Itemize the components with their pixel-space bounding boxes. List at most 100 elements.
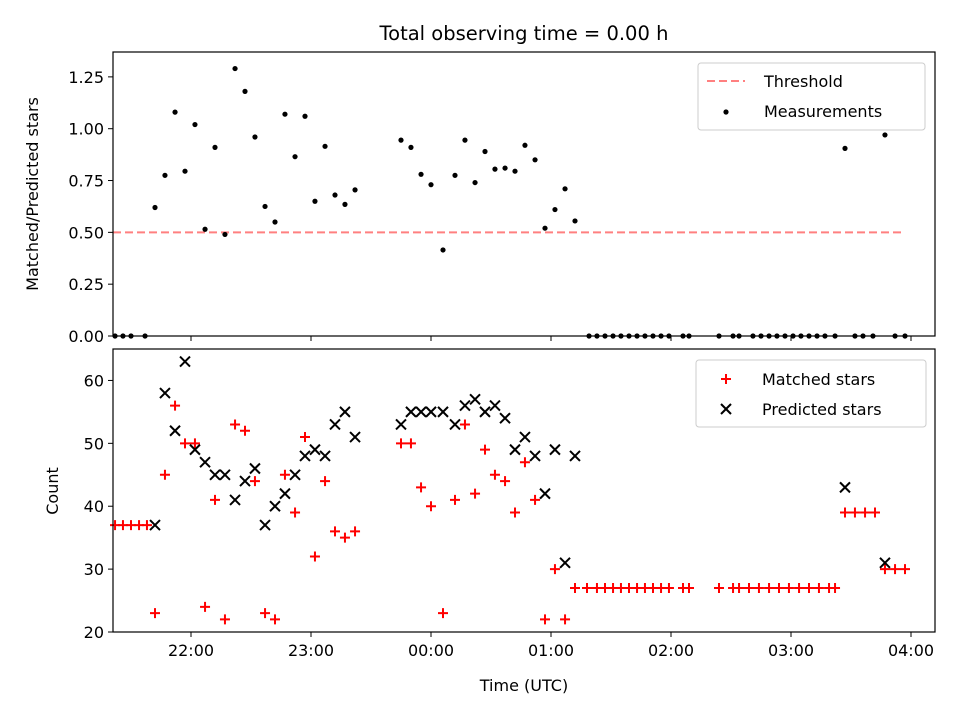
measurements-point [182, 168, 188, 174]
measurements-point [418, 171, 424, 177]
matched-stars-point [783, 582, 794, 593]
predicted-stars-point [499, 412, 511, 424]
matched-stars-point [764, 582, 775, 593]
top-y-tick-label: 1.25 [68, 68, 104, 87]
top-legend-box [697, 62, 926, 131]
matched-stars-point [170, 400, 181, 411]
bottom-x-tick-label: 22:00 [168, 641, 214, 660]
bottom-y-tick-label: 50 [84, 434, 104, 453]
measurements-point [162, 172, 168, 178]
predicted-stars-point [269, 500, 281, 512]
measurements-point [152, 204, 158, 211]
predicted-stars-point [509, 443, 521, 456]
measurements-point [492, 166, 498, 172]
measurements-point [192, 121, 198, 128]
bottom-panel: 20 30 40 50 60 22:00 23:00 00:00 01:00 02:00 03:00… [43, 348, 936, 695]
matched-stars-point [210, 494, 220, 505]
predicted-stars-point [199, 456, 211, 468]
measurements-point [572, 218, 578, 224]
bottom-y-tick-label: 20 [84, 623, 104, 642]
predicted-stars-legend-swatch [720, 403, 732, 415]
measurements-point [312, 198, 318, 204]
predicted-stars-point [189, 443, 201, 456]
measurements-point [282, 111, 288, 117]
matched-stars-point [813, 582, 824, 593]
predicted-stars-point [349, 431, 361, 443]
matched-stars-point [309, 551, 320, 562]
matched-stars-point [396, 438, 406, 449]
measurements-point [408, 144, 414, 150]
predicted-stars-point [459, 399, 471, 412]
measurements-point [342, 201, 348, 207]
matched-stars-point [500, 476, 511, 487]
top-legend: Threshold Measurements [697, 62, 926, 131]
matched-stars-point [900, 564, 910, 575]
measurements-point [502, 165, 508, 171]
top-y-tick-label: 0.00 [68, 327, 104, 346]
predicted-stars-point [249, 462, 261, 475]
predicted-stars-point [479, 406, 491, 418]
matched-stars-point [219, 614, 230, 625]
matched-stars-point [890, 564, 901, 575]
matched-stars-point [159, 469, 170, 480]
predicted-stars-point [259, 519, 271, 531]
matched-stars-point [249, 476, 260, 487]
matched-stars-point [734, 582, 745, 593]
bottom-y-tick-label: 30 [84, 560, 104, 579]
matched-stars-point [489, 469, 500, 480]
measurements-point [440, 247, 446, 253]
matched-stars-point [870, 507, 880, 518]
predicted-stars-legend-label: Predicted stars [762, 400, 882, 419]
matched-stars-point [416, 482, 427, 493]
measurements-point [552, 206, 558, 213]
threshold-legend-label: Threshold [763, 72, 843, 91]
predicted-stars-point [529, 450, 541, 462]
predicted-stars-point [569, 450, 581, 462]
matched-stars-point [663, 582, 674, 593]
bottom-y-axis-label: Count [43, 467, 62, 515]
predicted-stars-point [319, 450, 331, 462]
measurements-point [842, 145, 848, 151]
predicted-stars-point [309, 443, 321, 456]
bottom-legend: Matched stars Predicted stars [695, 359, 927, 428]
predicted-stars-point [559, 557, 571, 569]
predicted-stars-point [299, 450, 311, 462]
predicted-stars-point [539, 487, 551, 500]
predicted-stars-point [519, 431, 531, 443]
bottom-x-tick-label: 00:00 [408, 641, 454, 660]
predicted-stars-point [219, 469, 231, 481]
measurements-point [212, 144, 218, 150]
matched-stars-point [438, 608, 448, 619]
matched-stars-point [150, 608, 160, 619]
bottom-x-tick-label: 03:00 [768, 641, 814, 660]
matched-stars-point [230, 419, 241, 430]
bottom-axes-frame [112, 348, 936, 633]
matched-stars-point [804, 582, 814, 593]
measurements-point [272, 219, 278, 225]
matched-stars-point [560, 614, 571, 625]
measurements-point [522, 142, 528, 148]
matched-stars-point [879, 564, 890, 575]
predicted-stars-point [405, 406, 417, 418]
measurements-point [172, 109, 178, 115]
matched-stars-point [141, 520, 152, 531]
top-y-axis-label: Matched/Predicted stars [23, 97, 42, 291]
matched-stars-point [849, 507, 860, 518]
bottom-x-tick-label: 04:00 [888, 641, 934, 660]
measurements-point [292, 154, 298, 160]
measurements-point [242, 88, 248, 94]
matched-stars-point [794, 582, 805, 593]
measurements-point [202, 226, 208, 232]
measurements-point [222, 231, 228, 238]
measurements-point [232, 65, 238, 72]
measurements-point [428, 182, 434, 188]
matched-stars-point [570, 582, 580, 593]
predicted-stars-point [289, 469, 301, 481]
top-y-tick-label: 0.25 [68, 275, 104, 294]
bottom-x-tick-label: 01:00 [528, 641, 574, 660]
chart-title: Total observing time = 0.00 h [379, 22, 669, 45]
bottom-x-tick-label: 23:00 [288, 641, 334, 660]
bottom-y-tick-label: 60 [84, 371, 104, 390]
measurements-point [542, 225, 548, 231]
measurements-legend-swatch [723, 109, 729, 115]
